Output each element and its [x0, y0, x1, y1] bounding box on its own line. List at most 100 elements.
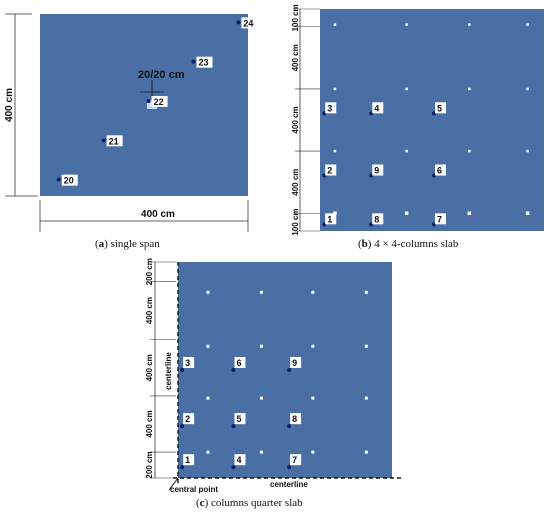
caption-b: (b) 4 × 4-columns slab	[358, 238, 459, 250]
panel-c-columns-quarter-slab: centerline centerline central point 200 cm 4…	[145, 258, 402, 494]
point-label-c-9-bg	[290, 357, 302, 368]
point-label-c-6-bg	[234, 357, 246, 368]
point-c-1	[180, 465, 185, 470]
caption-c-letter: c	[199, 497, 205, 509]
point-label-a-21-bg	[106, 135, 123, 147]
column-marker-c-3-0	[206, 450, 210, 454]
point-label-c-1-bg	[183, 454, 195, 466]
dim-label-b-1: 400 cm	[291, 44, 300, 71]
point-label-c-5-bg	[234, 413, 246, 425]
dim-label-b-2: 400 cm	[291, 106, 300, 133]
point-label-c-3: 3	[185, 358, 190, 368]
column-marker-b-0-0	[333, 23, 337, 26]
point-label-c-7-bg	[290, 454, 302, 466]
point-label-b-9: 9	[374, 166, 379, 176]
point-label-b-5: 5	[437, 103, 442, 113]
point-label-b-8: 8	[374, 214, 379, 224]
caption-c-text: columns quarter slab	[208, 497, 303, 509]
point-label-a-20-bg	[61, 174, 78, 186]
point-label-b-5-bg	[435, 102, 446, 114]
column-marker-c-0-3	[364, 290, 368, 294]
point-a-21	[101, 138, 106, 143]
column-marker-c-0-2	[311, 290, 315, 294]
column-marker-c-1-2	[311, 344, 315, 348]
central-point-label: central point	[170, 485, 218, 494]
point-a-23	[191, 59, 196, 64]
column-marker-c-3-2	[311, 450, 315, 454]
column-marker-b-2-0	[333, 149, 337, 153]
column-marker-b-3-1	[404, 211, 409, 215]
point-label-c-2-bg	[183, 413, 195, 425]
dim-label-b-4: 100 cm	[291, 209, 300, 236]
point-label-c-9: 9	[292, 358, 297, 368]
column-marker-b-2-2	[468, 149, 471, 153]
panel-b-4x4-columns-slab: 100 cm 400 cm 400 cm 400 cm 100 cm 1 8 7 2 9 6 3 4 5	[291, 4, 544, 236]
column-marker-c-1-0	[206, 344, 210, 348]
column-marker-c-2-3	[364, 396, 368, 400]
centerline-label-horizontal: centerline	[270, 480, 308, 489]
point-label-a-21: 21	[109, 136, 119, 146]
point-c-9	[287, 368, 292, 372]
point-label-c-2: 2	[185, 414, 190, 424]
column-marker-c-2-0	[206, 396, 210, 400]
point-label-c-7: 7	[292, 455, 297, 465]
point-label-b-6: 6	[437, 166, 442, 176]
column-marker-c-3-1	[259, 450, 263, 454]
point-label-b-7: 7	[437, 214, 442, 224]
point-c-3	[180, 368, 185, 372]
point-label-c-4: 4	[237, 455, 242, 465]
point-label-b-4: 4	[374, 103, 379, 113]
point-label-b-8-bg	[372, 213, 384, 225]
point-label-c-3-bg	[183, 357, 195, 368]
caption-c: (c) columns quarter slab	[196, 497, 303, 509]
point-label-c-5: 5	[237, 414, 242, 424]
point-label-b-6-bg	[435, 164, 446, 176]
point-label-b-1-bg	[325, 213, 337, 225]
point-a-20	[56, 177, 61, 182]
point-c-4	[231, 465, 236, 470]
point-label-a-22-bg	[151, 95, 168, 107]
column-marker-b-1-2	[468, 87, 471, 91]
point-label-a-24-bg	[241, 17, 258, 29]
caption-a: (a) single span	[95, 238, 160, 250]
point-label-b-4-bg	[372, 102, 384, 114]
point-label-b-2-bg	[325, 164, 337, 176]
column-marker-b-1-0	[333, 87, 337, 91]
column-marker-c-2-1	[259, 396, 263, 400]
column-marker-c-0-0	[206, 290, 210, 294]
column-marker-b-2-3	[526, 149, 529, 153]
point-c-8	[287, 424, 292, 429]
point-label-a-23: 23	[199, 58, 209, 68]
column-marker-c-2-2	[311, 396, 315, 400]
column-size-label: 20/20 cm	[138, 69, 185, 81]
column-marker-b-0-2	[468, 23, 471, 26]
column-marker-b-1-1	[405, 87, 408, 91]
column-marker-c-1-1	[259, 344, 263, 348]
dim-label-left-a: 400 cm	[4, 88, 15, 122]
caption-a-text: single span	[107, 238, 160, 250]
panel-a-single-span: 400 cm 400 cm 20/20 cm 20 21 22 23 24	[4, 13, 258, 232]
point-label-c-1: 1	[185, 455, 190, 465]
point-label-a-24: 24	[243, 18, 253, 28]
point-label-b-1: 1	[327, 214, 332, 224]
caption-a-letter: a	[98, 238, 105, 250]
column-marker-b-1-3	[526, 87, 529, 91]
caption-b-text: 4 × 4-columns slab	[371, 238, 459, 250]
column-marker-b-3-2	[467, 211, 472, 215]
point-c-7	[287, 465, 292, 470]
point-label-b-3-bg	[325, 102, 337, 114]
dim-label-bottom-a: 400 cm	[141, 209, 175, 220]
point-label-c-8: 8	[292, 414, 297, 424]
caption-b-letter: b	[361, 238, 368, 250]
dim-label-b-0: 100 cm	[291, 4, 300, 31]
point-c-5	[231, 424, 236, 429]
point-c-6	[231, 368, 236, 372]
dim-label-c-1: 400 cm	[145, 297, 154, 324]
point-label-b-9-bg	[372, 164, 384, 176]
dim-label-c-2: 400 cm	[145, 354, 154, 381]
point-label-c-4-bg	[234, 454, 246, 466]
column-marker-b-3-0	[333, 211, 337, 215]
dim-label-c-3: 400 cm	[145, 410, 154, 437]
column-marker-b-0-1	[405, 23, 408, 26]
